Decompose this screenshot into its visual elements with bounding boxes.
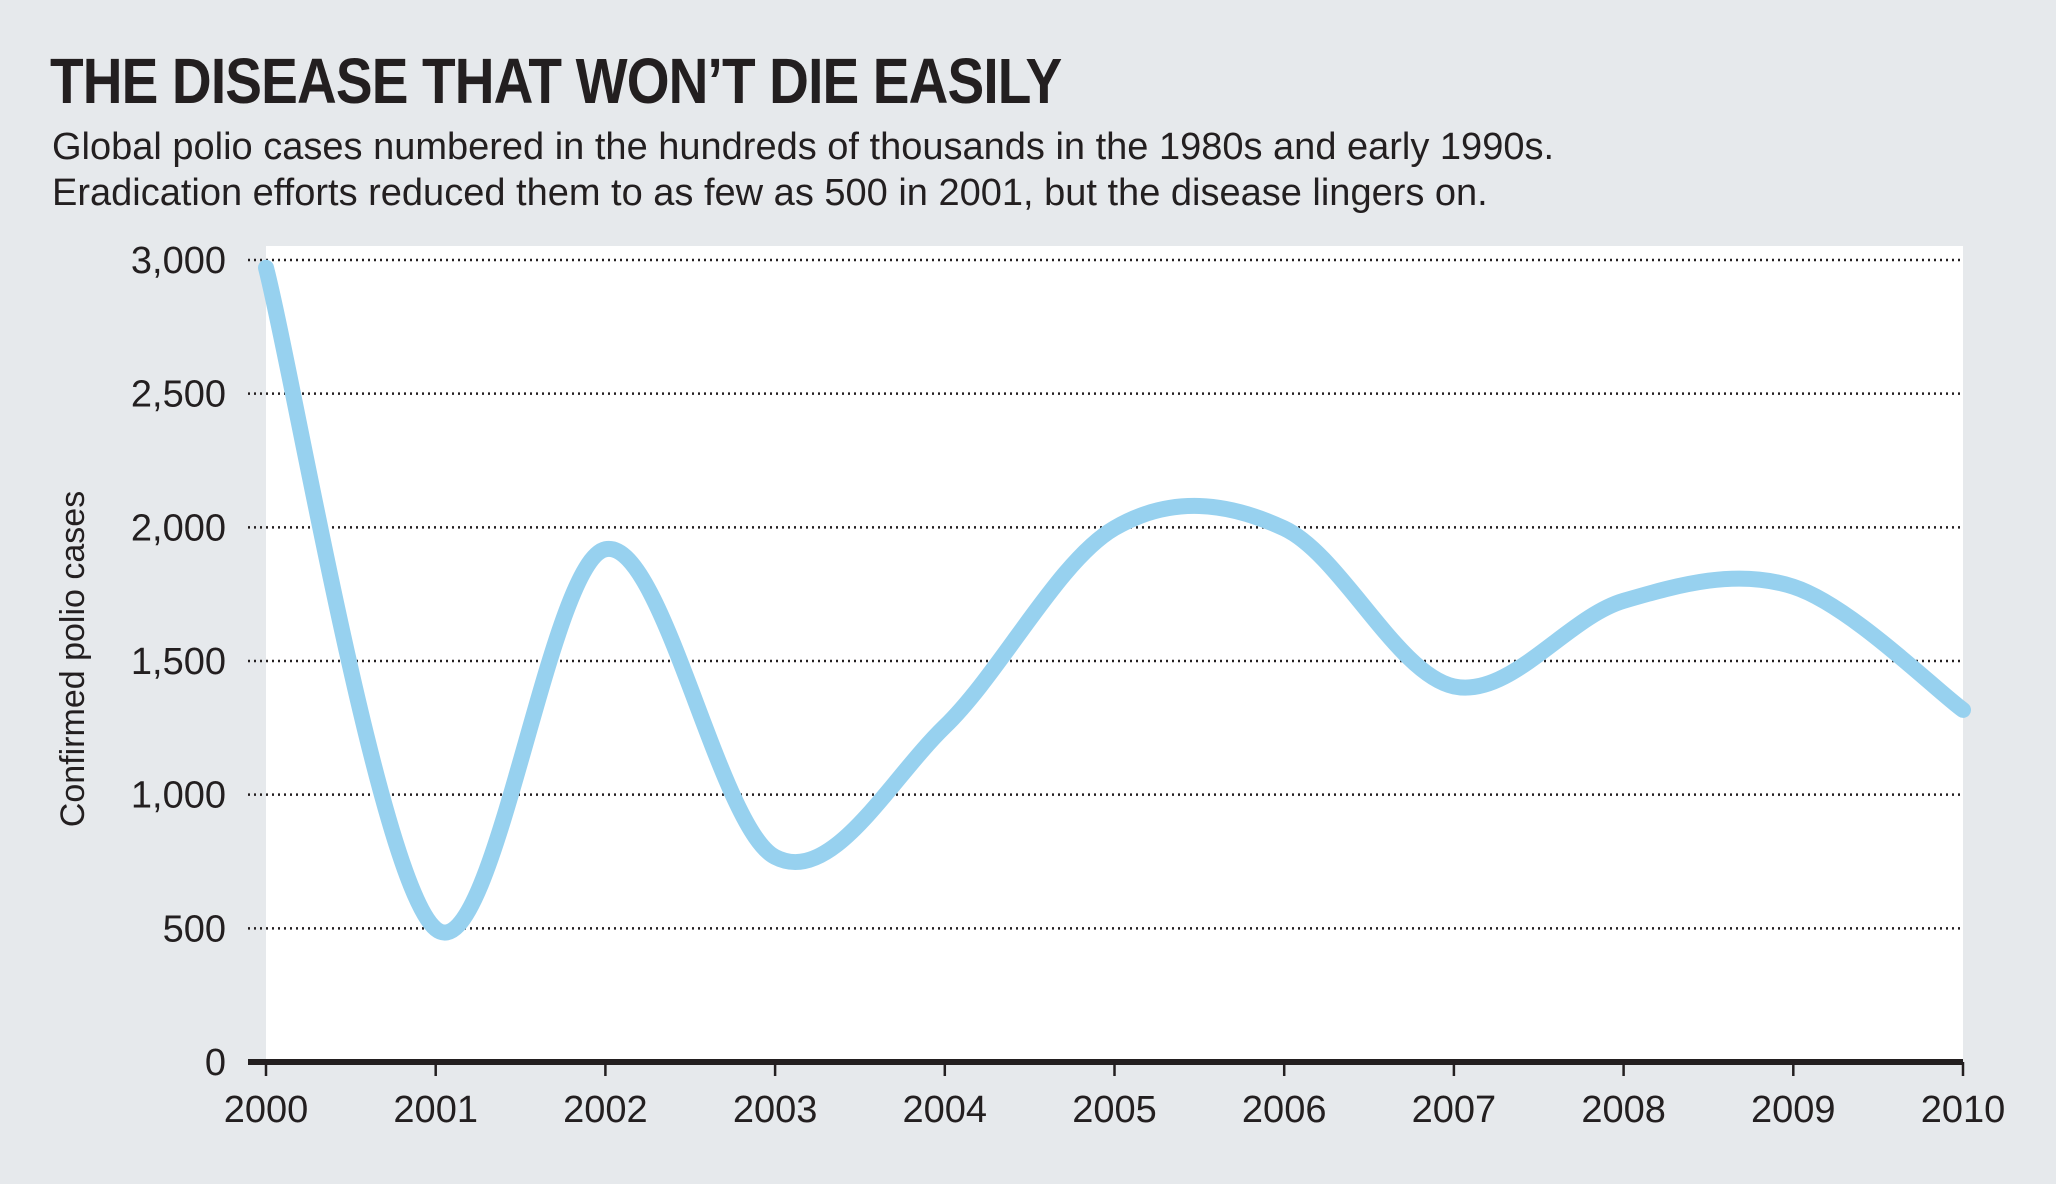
gridlines xyxy=(248,258,1963,1065)
y-tick-label: 2,000 xyxy=(131,507,226,549)
x-tick-label: 2001 xyxy=(393,1089,478,1131)
x-tick-label: 2010 xyxy=(1921,1089,2006,1131)
x-tick-label: 2004 xyxy=(903,1089,988,1131)
x-tick-label: 2007 xyxy=(1412,1089,1497,1131)
x-tick-label: 2006 xyxy=(1242,1089,1327,1131)
y-axis: 0 500 1,000 1,500 2,000 2,500 3,000 xyxy=(131,240,226,1084)
y-tick-label: 0 xyxy=(205,1042,226,1084)
subtitle-line-1: Global polio cases numbered in the hundr… xyxy=(52,126,1555,168)
chart-subtitle: Global polio cases numbered in the hundr… xyxy=(52,124,1554,216)
y-axis-title: Confirmed polio cases xyxy=(54,491,92,827)
y-tick-label: 2,500 xyxy=(131,374,226,416)
subtitle-line-2: Eradication efforts reduced them to as f… xyxy=(52,172,1488,214)
y-tick-label: 1,000 xyxy=(131,775,226,817)
x-tick-label: 2009 xyxy=(1751,1089,1836,1131)
series-layer xyxy=(258,259,1971,941)
y-tick-label: 500 xyxy=(163,908,226,950)
x-tick-label: 2008 xyxy=(1581,1089,1666,1131)
x-axis: 2000 2001 2002 2003 2004 2005 2006 2007 2008 2009… xyxy=(224,1062,2006,1131)
x-tick-label: 2003 xyxy=(733,1089,818,1131)
chart-title: THE DISEASE THAT WON’T DIE EASILY xyxy=(50,45,1062,117)
x-tick-label: 2002 xyxy=(563,1089,648,1131)
series-line xyxy=(258,259,1971,941)
x-tick-label: 2000 xyxy=(224,1089,309,1131)
y-tick-label: 1,500 xyxy=(131,641,226,683)
plot-area xyxy=(266,246,1963,1062)
y-tick-label: 3,000 xyxy=(131,240,226,282)
x-tick-label: 2005 xyxy=(1072,1089,1157,1131)
